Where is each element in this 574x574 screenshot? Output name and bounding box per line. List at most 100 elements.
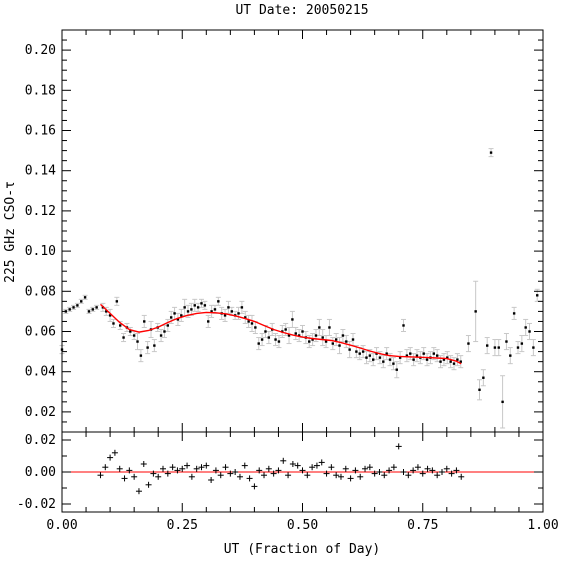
data-point bbox=[348, 348, 351, 351]
residual-point bbox=[347, 475, 354, 482]
data-point bbox=[264, 330, 267, 333]
data-point bbox=[365, 356, 368, 359]
residual-point bbox=[410, 467, 417, 474]
data-point bbox=[497, 346, 500, 349]
data-point bbox=[227, 306, 230, 309]
data-point bbox=[425, 358, 429, 361]
residual-point bbox=[362, 465, 369, 472]
main-panel-frame bbox=[61, 29, 544, 433]
data-point bbox=[108, 314, 112, 317]
data-point bbox=[334, 338, 338, 341]
residual-point bbox=[222, 464, 229, 471]
data-point bbox=[274, 338, 277, 341]
residual-point bbox=[390, 464, 397, 471]
data-point bbox=[402, 324, 405, 327]
data-point bbox=[87, 310, 91, 313]
data-point bbox=[314, 334, 318, 337]
residual-point bbox=[116, 465, 123, 472]
data-point bbox=[244, 316, 247, 319]
data-point bbox=[520, 342, 524, 345]
residual-point bbox=[169, 464, 176, 471]
residual-point bbox=[107, 454, 114, 461]
data-point bbox=[217, 300, 220, 303]
residual-point bbox=[160, 465, 167, 472]
x-tick-label: 0.25 bbox=[167, 518, 198, 533]
data-point bbox=[207, 320, 210, 323]
y-tick-label: 0.04 bbox=[25, 365, 56, 380]
data-point bbox=[358, 352, 361, 355]
data-point bbox=[112, 322, 115, 325]
data-point bbox=[139, 354, 143, 357]
res-y-tick-label: 0.00 bbox=[25, 465, 56, 480]
residual-point bbox=[217, 472, 224, 479]
residual-point bbox=[429, 467, 436, 474]
data-point bbox=[459, 360, 462, 363]
data-point bbox=[345, 340, 348, 343]
residual-point bbox=[443, 465, 450, 472]
residual-point bbox=[328, 464, 335, 471]
data-point bbox=[382, 360, 385, 363]
data-point bbox=[355, 350, 358, 353]
residual-point bbox=[135, 488, 142, 495]
residual-point bbox=[381, 472, 388, 479]
data-point bbox=[143, 320, 146, 323]
residual-point bbox=[150, 470, 157, 477]
data-point bbox=[122, 336, 125, 339]
data-point bbox=[482, 376, 485, 379]
residual-point bbox=[323, 470, 330, 477]
data-point bbox=[169, 316, 173, 319]
data-point bbox=[422, 352, 425, 355]
data-point bbox=[203, 304, 207, 307]
data-point bbox=[193, 304, 196, 307]
data-point bbox=[331, 342, 335, 345]
data-point bbox=[392, 362, 395, 365]
data-point bbox=[493, 346, 497, 349]
data-point bbox=[388, 358, 392, 361]
data-point bbox=[409, 352, 412, 355]
x-tick-label: 0.75 bbox=[407, 518, 438, 533]
data-point bbox=[240, 306, 244, 309]
data-point bbox=[180, 314, 183, 317]
residual-point bbox=[337, 473, 344, 480]
data-point bbox=[385, 352, 388, 355]
residual-point bbox=[179, 465, 186, 472]
data-point bbox=[432, 352, 436, 355]
data-point bbox=[524, 326, 527, 329]
data-point bbox=[254, 326, 257, 329]
data-point bbox=[512, 312, 516, 315]
residual-point bbox=[241, 462, 248, 469]
data-point bbox=[95, 306, 98, 309]
data-point bbox=[166, 324, 170, 327]
data-point bbox=[105, 310, 108, 313]
residual-point bbox=[352, 467, 359, 474]
residual-point bbox=[131, 473, 138, 480]
x-axis-ticks: 0.00 0.25 0.50 0.75 1.00 bbox=[46, 30, 559, 533]
residual-point bbox=[299, 467, 306, 474]
data-point bbox=[442, 358, 446, 361]
x-tick-label: 0.00 bbox=[46, 518, 77, 533]
data-point bbox=[318, 326, 321, 329]
residual-point bbox=[438, 469, 445, 475]
residual-point bbox=[265, 465, 272, 472]
data-point bbox=[474, 310, 477, 313]
residual-point bbox=[395, 443, 402, 450]
residual-point bbox=[232, 469, 239, 475]
residual-point bbox=[400, 469, 407, 475]
data-point bbox=[223, 314, 227, 317]
residual-point bbox=[208, 477, 215, 483]
data-point bbox=[308, 340, 311, 343]
residual-point bbox=[102, 464, 109, 471]
data-point bbox=[163, 330, 166, 333]
data-point bbox=[516, 346, 520, 349]
y-tick-label: 0.02 bbox=[25, 405, 56, 420]
data-point bbox=[260, 338, 264, 341]
data-point bbox=[368, 354, 372, 357]
data-point bbox=[267, 336, 271, 339]
data-point bbox=[301, 330, 304, 333]
residual-point bbox=[145, 481, 152, 488]
data-point bbox=[486, 344, 489, 347]
residual-point bbox=[261, 472, 268, 479]
data-point bbox=[200, 302, 203, 305]
data-point bbox=[341, 334, 345, 337]
